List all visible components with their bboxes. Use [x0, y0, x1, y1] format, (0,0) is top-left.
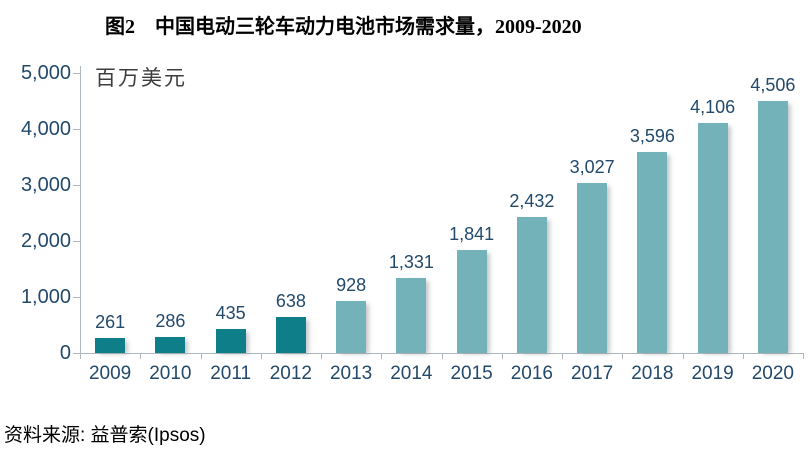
x-axis-tick — [321, 353, 322, 359]
bar-value-label: 286 — [155, 310, 186, 331]
x-axis-tick — [381, 353, 383, 359]
x-tick-label: 2010 — [149, 363, 192, 384]
y-axis-line — [80, 66, 81, 354]
y-tick-label: 4,000 — [20, 118, 71, 140]
x-tick-label: 2020 — [751, 363, 795, 384]
bar — [155, 336, 186, 353]
bar — [396, 278, 427, 353]
x-tick-label: 2018 — [631, 363, 674, 384]
x-axis-tick — [803, 353, 804, 359]
x-tick-label: 2019 — [691, 363, 734, 384]
bar-value-label: 3,596 — [629, 125, 675, 146]
x-tick-label: 2017 — [570, 363, 614, 384]
y-tick-label: 1,000 — [20, 286, 71, 308]
bar-value-label: 435 — [215, 302, 246, 323]
y-tick-label: 3,000 — [20, 174, 71, 196]
y-axis-tick — [73, 73, 80, 74]
x-tick-label: 2016 — [510, 363, 554, 384]
bar-value-label: 3,027 — [569, 157, 615, 178]
x-tick-label: 2009 — [88, 363, 132, 384]
bar — [456, 249, 487, 353]
chart-title: 图2 中国电动三轮车动力电池市场需求量，2009-2020 — [105, 16, 582, 38]
bar-value-label: 1,331 — [388, 252, 434, 273]
bar — [275, 317, 306, 353]
bar-value-label: 928 — [336, 275, 367, 296]
bar — [757, 100, 788, 353]
bar — [336, 301, 367, 353]
x-axis-tick — [200, 353, 202, 359]
bar — [215, 328, 246, 353]
x-axis-tick — [260, 353, 262, 359]
x-axis-tick — [501, 353, 503, 359]
x-tick-label: 2012 — [269, 363, 313, 384]
x-axis-tick — [140, 353, 142, 359]
y-tick-label: 5,000 — [20, 62, 71, 84]
unit-label: 百万美元 — [95, 67, 187, 90]
x-tick-label: 2011 — [210, 363, 252, 384]
y-tick-label: 2,000 — [20, 230, 71, 252]
bar-value-label: 4,506 — [750, 74, 796, 95]
source-note: 资料来源: 益普索(Ipsos) — [4, 425, 206, 446]
bar — [516, 216, 547, 353]
bar — [95, 338, 126, 353]
y-axis-tick — [73, 241, 80, 242]
bar — [637, 151, 668, 353]
y-axis-tick — [73, 185, 80, 186]
bar — [577, 183, 608, 353]
x-axis-tick — [80, 353, 81, 359]
y-axis-tick — [73, 129, 80, 130]
x-axis-tick — [682, 353, 684, 359]
x-tick-label: 2014 — [390, 363, 433, 384]
bar-value-label: 1,841 — [449, 223, 495, 244]
bar-value-label: 2,432 — [509, 190, 555, 211]
x-tick-label: 2015 — [450, 363, 493, 384]
bar — [697, 123, 728, 353]
y-tick-label: 0 — [59, 342, 71, 364]
x-axis-tick — [622, 353, 624, 359]
x-axis-tick — [441, 353, 443, 359]
y-axis-tick — [73, 297, 80, 298]
bar-value-label: 4,106 — [690, 97, 736, 118]
x-tick-label: 2013 — [329, 363, 373, 384]
y-axis-tick — [73, 353, 80, 354]
x-axis-tick — [742, 353, 744, 359]
bar-value-label: 638 — [275, 291, 306, 312]
bar-value-label: 261 — [95, 312, 126, 333]
x-axis-tick — [562, 353, 563, 359]
